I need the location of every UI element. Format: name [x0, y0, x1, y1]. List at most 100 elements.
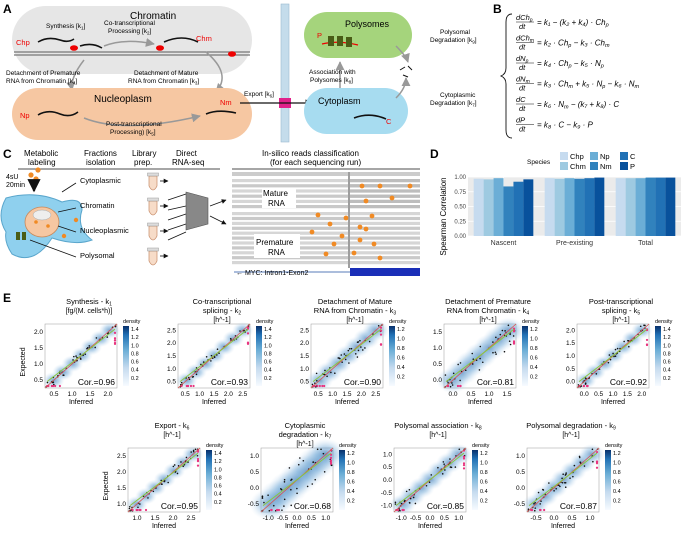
correlation-label: Cor.=0.90	[344, 377, 381, 387]
colorbar-tick: 1.0	[214, 467, 222, 473]
bar-chart: 0.00 0.25 0.50 0.75 1.00 Spearman Correlation…	[439, 152, 681, 256]
x-tick-label: 1.0	[454, 515, 463, 522]
boundary-point	[144, 508, 148, 512]
data-point	[216, 348, 219, 350]
boundary-point	[402, 508, 405, 512]
y-tick-label: 2.0	[300, 340, 309, 347]
data-point	[196, 454, 199, 457]
boundary-point	[396, 508, 400, 512]
mature-read-exon-3	[350, 189, 420, 193]
x-tick-label: 2.5	[371, 391, 380, 398]
boundary-point	[50, 384, 53, 388]
data-point	[459, 362, 462, 364]
mature-read-exon-6	[350, 205, 420, 209]
colorbar-title: density	[389, 319, 407, 325]
boundary-point	[139, 508, 142, 512]
data-point	[340, 354, 343, 356]
panel-d-letter: D	[430, 147, 439, 161]
premature-4su-dot-10	[331, 241, 337, 247]
data-point	[173, 464, 176, 466]
bar-pre-existing-c	[584, 178, 595, 236]
fit-line	[129, 452, 199, 506]
data-point	[160, 479, 162, 482]
colorbar	[472, 450, 478, 510]
data-point	[584, 382, 587, 384]
posttrans-label-1: Post-transcriptional	[106, 121, 162, 128]
x-tick-label: 2.0	[168, 515, 177, 522]
data-point	[409, 497, 412, 500]
boundary-point	[462, 467, 466, 470]
data-point	[639, 325, 642, 328]
colorbar-tick: 0.2	[264, 376, 272, 382]
y-axis-label: Expected	[20, 347, 27, 376]
y-tick-label: 0.75	[454, 190, 466, 196]
bar-pre-existing-np	[564, 178, 575, 236]
data-point	[412, 496, 415, 499]
bar-total-p	[665, 177, 676, 236]
data-point	[75, 355, 77, 357]
boundary-point	[539, 508, 542, 512]
mature-read-exon-2	[350, 184, 420, 188]
y-axis-label: Spearman Correlation	[439, 177, 448, 255]
data-point	[296, 492, 298, 495]
x-tick-label: 0.5	[440, 515, 449, 522]
data-point	[458, 448, 461, 451]
data-point	[564, 474, 567, 476]
eq-lhs-bot-2: dt	[519, 43, 526, 52]
y-tick-label: 1.5	[566, 340, 575, 347]
data-point	[628, 345, 630, 348]
bar-pre-existing-chp	[544, 178, 555, 236]
library-label-1: Library	[132, 149, 156, 158]
scatter-plot-8: Polysomal association - k8[h^-1] Cor.=0.8…	[381, 421, 490, 530]
cotrans-label-1: Co-transcriptional	[104, 20, 155, 27]
boundary-point	[456, 384, 460, 388]
data-point	[182, 465, 185, 468]
bar-nascent-c	[513, 181, 524, 236]
data-point	[408, 488, 411, 491]
boundary-point	[196, 457, 200, 461]
data-point	[316, 448, 319, 451]
y-tick-label: 0.5	[34, 377, 43, 384]
data-point	[290, 478, 293, 481]
colorbar-tick: 1.2	[480, 451, 488, 457]
y-tick-label: 0.5	[566, 366, 575, 373]
data-point	[239, 330, 241, 332]
tube-2	[148, 200, 158, 216]
premature-4su-dot-4	[327, 221, 333, 227]
x-tick-label: 0.0	[549, 515, 558, 522]
data-point	[613, 355, 615, 358]
y-tick-label: 1.00	[454, 175, 466, 181]
x-tick-label: 1.0	[585, 515, 594, 522]
legend-swatch-p	[620, 162, 628, 170]
colorbar-tick: 0.2	[480, 499, 488, 505]
eq-lhs-top-6: dP	[516, 116, 525, 125]
y-tick-label: 2.0	[34, 329, 43, 336]
data-point	[450, 466, 453, 469]
y-tick-label: 1.5	[117, 485, 126, 492]
boundary-point	[323, 384, 326, 388]
premature-label-2: RNA	[268, 248, 286, 257]
premature-4su-dot-13	[377, 255, 383, 261]
legend-swatch-nm	[590, 162, 598, 170]
chp-label: Chp	[16, 38, 30, 47]
boundary-point	[196, 459, 200, 462]
colorbar-tick: 0.8	[663, 351, 671, 357]
data-point	[464, 369, 467, 372]
fraction-chromatin: Chromatin	[80, 201, 115, 210]
colorbar-tick: 0.6	[264, 360, 272, 366]
colorbar-title: density	[655, 319, 673, 325]
boundary-point	[131, 508, 134, 512]
x-tick-label: 1.5	[150, 515, 159, 522]
bar-total-chp	[615, 178, 626, 236]
data-point	[210, 354, 213, 357]
nuc-4su-2	[46, 224, 50, 228]
cyto-4su-1	[73, 217, 79, 223]
data-point	[481, 361, 484, 364]
boundary-point	[462, 457, 466, 460]
nm-rna	[205, 110, 237, 115]
boundary-point	[595, 462, 599, 465]
correlation-label: Cor.=0.85	[427, 501, 464, 511]
data-point	[501, 329, 504, 332]
data-point	[320, 448, 322, 451]
